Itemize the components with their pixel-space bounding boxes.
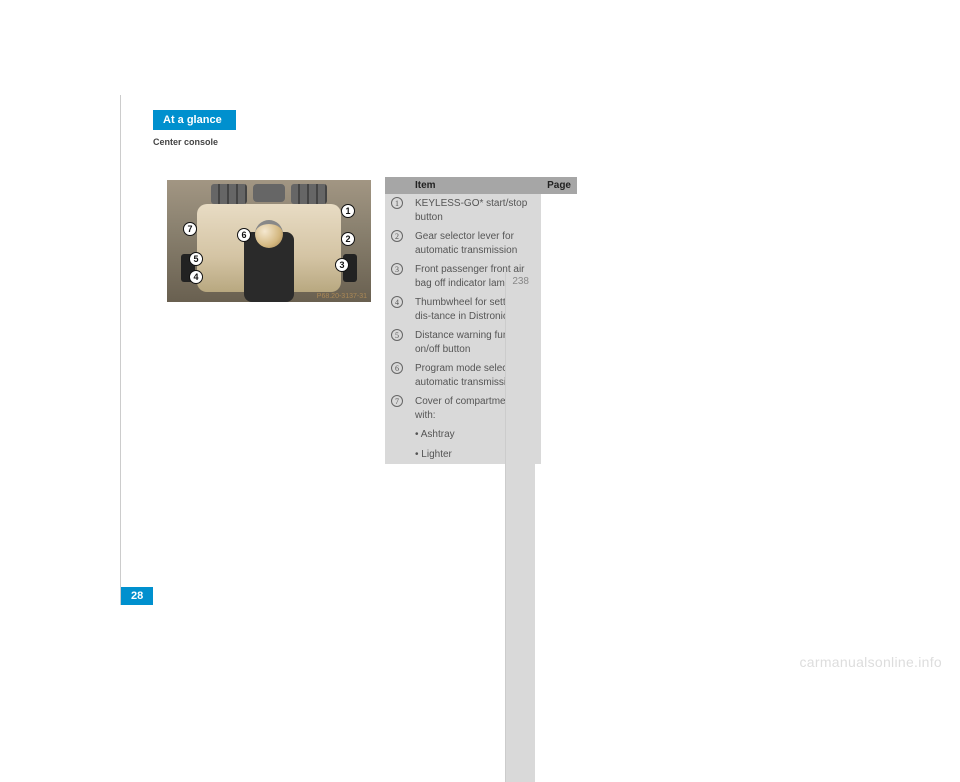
- callout-7: 7: [183, 222, 197, 236]
- row-num: 1: [391, 197, 403, 209]
- console-trim: [197, 204, 341, 292]
- table-row: 5 Distance warning function* on/off butt…: [385, 326, 577, 359]
- button-pad-left: [211, 184, 247, 204]
- shifter-knob: [255, 220, 283, 248]
- watermark-text: carmanualsonline.info: [800, 654, 943, 670]
- col-page: Page: [541, 177, 577, 194]
- manual-page: At a glance Center console 1 2 3 4 5 6 7…: [120, 95, 840, 605]
- center-console-photo: 1 2 3 4 5 6 7 P68.20-3137-31: [167, 180, 371, 302]
- callout-4: 4: [189, 270, 203, 284]
- table-row: 4 Thumbwheel for setting dis-tance in Di…: [385, 293, 577, 326]
- row-text: KEYLESS-GO* start/stop button: [409, 194, 541, 227]
- callout-2: 2: [341, 232, 355, 246]
- row-num: 5: [391, 329, 403, 341]
- callout-1: 1: [341, 204, 355, 218]
- col-item: Item: [409, 177, 541, 194]
- photo-id-label: P68.20-3137-31: [317, 293, 367, 300]
- table-row: 7 Cover of compartment with:: [385, 392, 577, 425]
- table-row: 6 Program mode selector for automatic tr…: [385, 359, 577, 392]
- row-text: Gear selector lever for automatic transm…: [409, 227, 541, 260]
- section-header: At a glance: [153, 110, 236, 130]
- row-num: 4: [391, 296, 403, 308]
- table-subrow: Ashtray 237: [385, 425, 577, 445]
- table-header-row: Item Page: [385, 177, 577, 194]
- row-num: 2: [391, 230, 403, 242]
- section-subtitle: Center console: [153, 137, 218, 147]
- table-row: 2 Gear selector lever for automatic tran…: [385, 227, 577, 260]
- center-button: [253, 184, 285, 202]
- row-num: 7: [391, 395, 403, 407]
- page-number: 28: [121, 587, 153, 605]
- subrow-page: 238: [505, 272, 535, 782]
- callout-5: 5: [189, 252, 203, 266]
- reference-table: Item Page 1 KEYLESS-GO* start/stop butto…: [385, 177, 577, 464]
- table-subrow: Lighter 238: [385, 445, 577, 465]
- button-pad-right: [291, 184, 327, 204]
- row-num: 6: [391, 362, 403, 374]
- col-blank: [385, 177, 409, 194]
- table-row: 3 Front passenger front air bag off indi…: [385, 260, 577, 293]
- callout-3: 3: [335, 258, 349, 272]
- row-num: 3: [391, 263, 403, 275]
- table-row: 1 KEYLESS-GO* start/stop button 35: [385, 194, 577, 227]
- callout-6: 6: [237, 228, 251, 242]
